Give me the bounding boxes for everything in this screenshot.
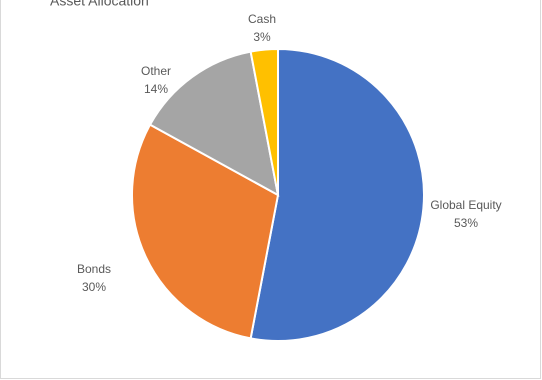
pie-slice xyxy=(249,47,425,342)
slice-value-label: 3% xyxy=(253,30,271,44)
slice-value-label: 53% xyxy=(454,216,478,230)
chart-title: Asset Allocation xyxy=(50,0,149,9)
slice-value-label: 14% xyxy=(144,82,168,96)
slice-label: Bonds xyxy=(77,262,111,276)
pie-slice xyxy=(148,50,280,197)
slice-label: Global Equity xyxy=(430,198,501,212)
pie-slice xyxy=(131,123,280,340)
slice-value-label: 30% xyxy=(82,280,106,294)
pie-slice xyxy=(249,47,279,196)
slice-label: Cash xyxy=(248,12,276,26)
slice-label: Other xyxy=(141,64,171,78)
